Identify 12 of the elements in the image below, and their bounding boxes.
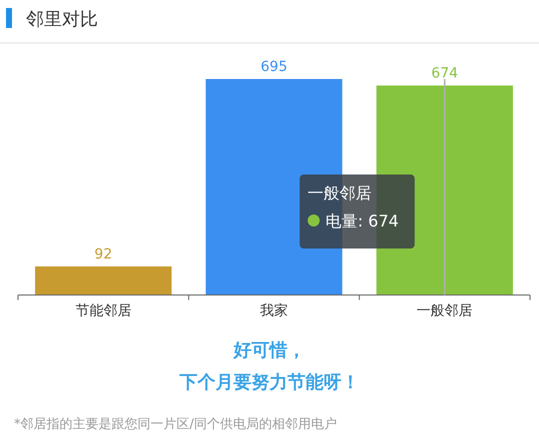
x-tick-label: 一般邻居 [416,302,473,319]
text: 好可惜， [232,340,306,361]
data-label: 695 [260,59,288,75]
annotation: 一般邻居 [308,184,372,203]
x-tick-label: 我家 [260,302,288,319]
chart-title: 邻里对比 [26,9,98,30]
data-label: 92 [94,246,112,262]
x-tick-label: 节能邻居 [75,302,132,319]
text: *邻居指的主要是跟您同一片区/同个供电局的相邻用电户 [14,416,337,432]
data-label: 674 [431,66,458,82]
annotation: 电量: 674 [326,212,399,231]
text: 下个月要努力节能呀！ [178,372,360,393]
